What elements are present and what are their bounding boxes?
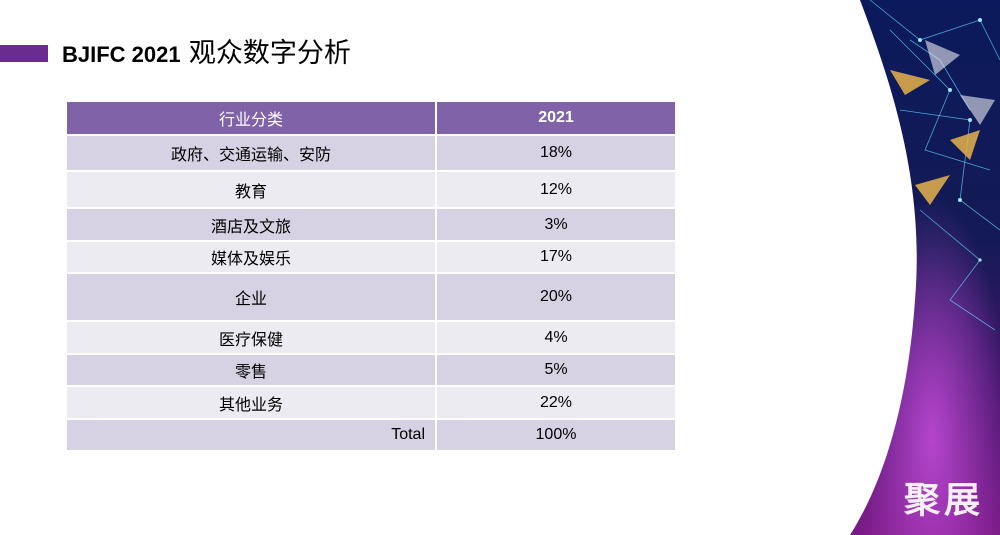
table-row: 医疗保健 4% [67, 322, 677, 355]
table-row: 企业 20% [67, 274, 677, 322]
row-value: 4% [437, 322, 677, 355]
title-accent-bar [0, 45, 48, 62]
table-total-row: Total 100% [67, 420, 677, 452]
header-category: 行业分类 [67, 102, 437, 136]
table-row: 酒店及文旅 3% [67, 209, 677, 242]
table-header-row: 行业分类 2021 [67, 102, 677, 136]
row-category: 教育 [67, 172, 437, 209]
row-category: 医疗保健 [67, 322, 437, 355]
table-row: 其他业务 22% [67, 387, 677, 420]
row-category: 酒店及文旅 [67, 209, 437, 242]
header-year: 2021 [437, 102, 677, 136]
title-cjk: 观众数字分析 [188, 38, 351, 69]
row-value: 17% [437, 242, 677, 274]
row-category: 其他业务 [67, 387, 437, 420]
row-value: 5% [437, 355, 677, 387]
total-label: Total [67, 420, 437, 452]
row-category: 媒体及娱乐 [67, 242, 437, 274]
table-row: 政府、交通运输、安防 18% [67, 136, 677, 172]
row-value: 22% [437, 387, 677, 420]
table-row: 媒体及娱乐 17% [67, 242, 677, 274]
row-category: 企业 [67, 274, 437, 322]
row-category: 零售 [67, 355, 437, 387]
row-value: 3% [437, 209, 677, 242]
slide-title: BJIFC 2021 观众数字分析 [62, 31, 351, 70]
row-value: 20% [437, 274, 677, 322]
title-latin: BJIFC 2021 [62, 42, 181, 67]
network-decoration [830, 0, 1000, 535]
table-row: 零售 5% [67, 355, 677, 387]
watermark-logo: 聚展 [903, 480, 984, 521]
audience-table: 行业分类 2021 政府、交通运输、安防 18% 教育 12% 酒店及文旅 3%… [67, 102, 677, 452]
row-value: 18% [437, 136, 677, 172]
total-value: 100% [437, 420, 677, 452]
row-category: 政府、交通运输、安防 [67, 136, 437, 172]
table-row: 教育 12% [67, 172, 677, 209]
row-value: 12% [437, 172, 677, 209]
